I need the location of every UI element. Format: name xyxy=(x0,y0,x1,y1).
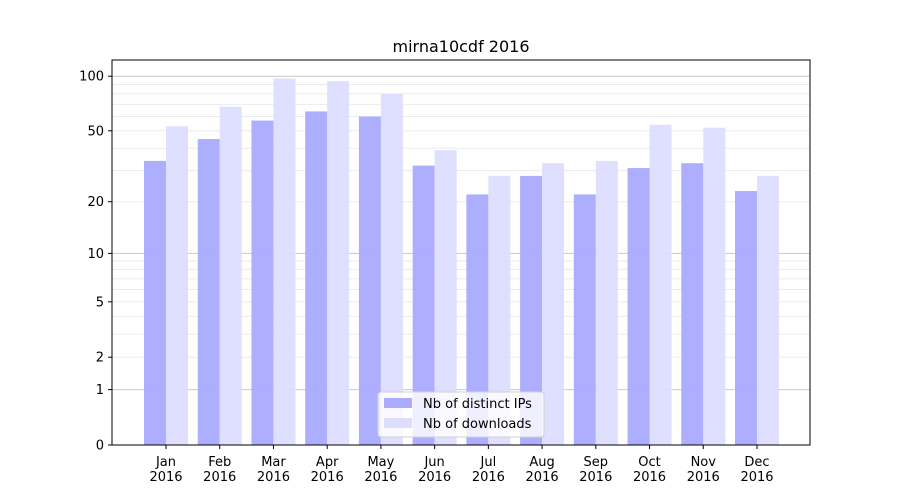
bar-downloads xyxy=(273,78,296,445)
x-tick-label: Nov 2016 xyxy=(687,455,720,485)
bar-downloads xyxy=(219,106,242,445)
x-tick-label: Dec 2016 xyxy=(740,455,773,485)
bar-distinct-ips xyxy=(358,116,381,445)
y-tick-label: 1 xyxy=(96,383,104,398)
bar-downloads xyxy=(649,124,672,446)
plot-frame xyxy=(111,59,811,446)
legend: Nb of distinct IPs Nb of downloads xyxy=(377,391,545,438)
bar-downloads xyxy=(380,93,403,446)
y-tick-label: 100 xyxy=(79,70,104,85)
legend-box xyxy=(377,391,545,438)
y-tick-label: 2 xyxy=(96,351,104,366)
x-tick-label: Aug 2016 xyxy=(526,455,559,485)
bar-downloads xyxy=(327,81,350,446)
y-tick-label: 10 xyxy=(87,247,104,262)
bar-downloads xyxy=(595,160,618,445)
bar-distinct-ips xyxy=(412,165,435,445)
x-tick-label: Apr 2016 xyxy=(311,455,344,485)
legend-swatch xyxy=(384,398,412,408)
bar-distinct-ips xyxy=(627,168,650,445)
y-tick-label: 5 xyxy=(96,295,104,310)
bar-distinct-ips xyxy=(197,139,220,446)
bar-downloads xyxy=(757,175,779,445)
bar-distinct-ips xyxy=(144,160,166,445)
y-tick-label: 0 xyxy=(96,439,104,454)
legend-label: Nb of distinct IPs xyxy=(423,397,532,412)
bar-downloads xyxy=(488,175,511,445)
x-tick-label: Sep 2016 xyxy=(579,455,612,485)
bar-downloads xyxy=(703,127,726,445)
bar-distinct-ips xyxy=(251,120,274,446)
bar-distinct-ips xyxy=(681,163,704,445)
y-tick-label: 20 xyxy=(87,195,104,210)
legend-label: Nb of downloads xyxy=(423,417,532,432)
bar-distinct-ips xyxy=(573,194,596,445)
chart-title: mirna10cdf 2016 xyxy=(392,37,529,56)
y-tick-label: 50 xyxy=(87,124,104,139)
x-tick-label: Jul 2016 xyxy=(472,455,505,485)
x-tick-label: Jan 2016 xyxy=(149,455,182,485)
x-tick-label: Feb 2016 xyxy=(203,455,236,485)
bar-distinct-ips xyxy=(305,111,328,445)
x-tick-label: May 2016 xyxy=(364,455,397,485)
x-tick-label: Jun 2016 xyxy=(418,455,451,485)
bar-distinct-ips xyxy=(735,191,757,445)
x-tick-label: Mar 2016 xyxy=(257,455,290,485)
x-tick-label: Oct 2016 xyxy=(633,455,666,485)
bar-downloads xyxy=(542,163,565,445)
bar-distinct-ips xyxy=(520,175,543,445)
bar-downloads xyxy=(166,126,188,445)
legend-swatch xyxy=(384,418,412,428)
bar-distinct-ips xyxy=(466,194,489,445)
bar-downloads xyxy=(434,150,457,446)
